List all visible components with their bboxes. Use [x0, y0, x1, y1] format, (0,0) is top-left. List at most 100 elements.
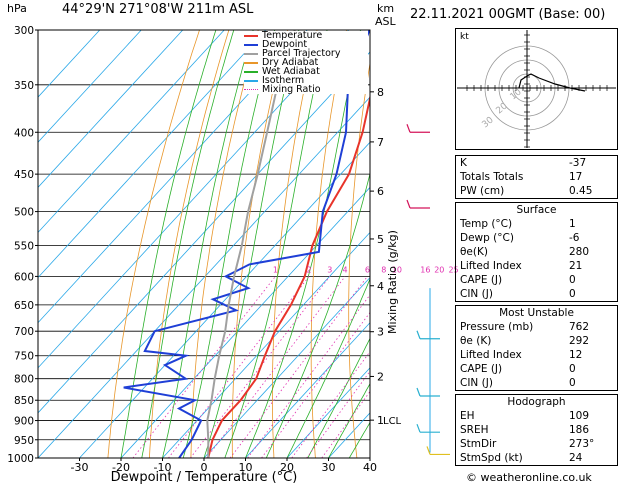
- mixing-ratio-axis-label: Mixing Ratio (g/kg): [386, 230, 399, 334]
- legend-item: Dry Adiabat: [244, 58, 368, 67]
- temperature-tick-label: -10: [154, 461, 172, 474]
- surface-box: Surface Temp (°C) 1 Dewp (°C) -6 θe(K) 280 …: [455, 202, 618, 302]
- isotherm-line: [38, 51, 370, 414]
- legend-swatch: [244, 79, 258, 82]
- legend-swatch: [244, 70, 258, 73]
- pressure-tick-label: 850: [14, 395, 34, 407]
- index-row: PW (cm) 0.45: [460, 185, 593, 197]
- mixing-ratio-label: 25: [448, 265, 458, 274]
- temperature-tick-label: 0: [201, 461, 208, 474]
- pressure-tick-label: 500: [14, 207, 34, 219]
- pressure-tick-label: 400: [14, 127, 34, 139]
- isotherm-line: [38, 30, 184, 188]
- wet-adiabat-line: [328, 382, 370, 458]
- pressure-tick-label: 600: [14, 271, 34, 283]
- mixing-ratio-line: [306, 370, 370, 458]
- legend-swatch: [244, 43, 258, 46]
- isotherm-line: [38, 30, 225, 234]
- hodograph-trace: [518, 73, 586, 92]
- mixing-ratio-line: [206, 276, 346, 458]
- mixing-ratio-line: [321, 390, 370, 458]
- pressure-tick-label: 950: [14, 435, 34, 447]
- dry-adiabat-line: [149, 30, 230, 458]
- isotherm-line: [245, 322, 370, 458]
- pressure-tick-label: 550: [14, 240, 34, 252]
- wind-barb-flag: [416, 330, 421, 339]
- dry-adiabat-line: [348, 60, 370, 458]
- km-tick-label: 4: [377, 280, 384, 293]
- index-row: Temp (°C) 1: [460, 218, 576, 230]
- datetime: 22.11.2021 00GMT (Base: 00): [410, 7, 606, 22]
- dry-adiabat-line: [231, 30, 289, 458]
- km-tick-label: 7: [377, 136, 384, 149]
- surface-title: Surface: [516, 204, 557, 216]
- most-unstable-box: Most Unstable Pressure (mb) 762 θe (K) 292…: [455, 305, 618, 391]
- pressure-tick-label: 800: [14, 374, 34, 386]
- mixing-ratio-line: [247, 294, 370, 458]
- dry-adiabat-line: [107, 30, 200, 458]
- pressure-tick-label: 750: [14, 351, 34, 363]
- legend-label: Isotherm: [262, 75, 305, 86]
- index-row: StmDir 273°: [460, 438, 595, 450]
- index-row: CIN (J) 0: [460, 377, 576, 389]
- wind-barb-flag: [406, 199, 411, 209]
- isotherm-line: [79, 141, 370, 458]
- wind-barb-flag: [416, 423, 421, 433]
- wet-adiabat-line: [120, 30, 217, 458]
- isotherm-line: [120, 186, 370, 458]
- km-tick-label: 2: [377, 370, 384, 383]
- km-tick-label: 8: [377, 86, 384, 99]
- index-row: Totals Totals 17: [460, 171, 583, 183]
- wind-barb-flag: [426, 446, 431, 455]
- legend-item: Isotherm: [244, 76, 368, 85]
- wet-adiabat-line: [162, 30, 254, 458]
- hpa-label: hPa: [7, 2, 27, 15]
- isotherm-line: [38, 30, 350, 369]
- pressure-tick-label: 900: [14, 416, 34, 428]
- pressure-tick-label: 450: [14, 169, 34, 181]
- legend-label: Dewpoint: [262, 39, 308, 50]
- index-row: Dewp (°C) -6: [460, 232, 580, 244]
- series-dewpoint: [123, 30, 370, 458]
- wet-adiabat-line: [245, 30, 361, 458]
- mixing-ratio-label: 1: [273, 265, 278, 274]
- km-tick-label: 1: [377, 414, 384, 427]
- series-temperature: [207, 93, 370, 458]
- dry-adiabat-line: [190, 30, 259, 458]
- temperature-tick-label: 40: [363, 461, 377, 474]
- index-row: Lifted Index 21: [460, 260, 583, 272]
- hodograph: kt 10 20 30: [455, 28, 618, 150]
- mixing-ratio-line: [261, 311, 370, 458]
- index-row: Lifted Index 12: [460, 349, 583, 361]
- legend-swatch: [244, 52, 258, 55]
- legend-item: Mixing Ratio: [244, 85, 368, 94]
- mixing-ratio-line: [291, 350, 370, 458]
- legend-label: Parcel Trajectory: [262, 48, 341, 59]
- hodograph-frame: [455, 28, 618, 150]
- legend-label: Dry Adiabat: [262, 57, 319, 68]
- index-row: θe(K) 280: [460, 246, 590, 258]
- mixing-ratio-label: 2: [306, 265, 311, 274]
- temperature-tick-label: 30: [322, 461, 336, 474]
- wet-adiabat-line: [307, 337, 370, 458]
- series-parcel-trajectory: [206, 30, 296, 458]
- mixing-ratio-label: 16: [420, 265, 430, 274]
- wind-barb-flag: [416, 387, 421, 397]
- index-row: EH 109: [460, 410, 590, 422]
- hodo-unit-label: kt: [460, 32, 469, 42]
- wet-adiabat-line: [286, 277, 370, 458]
- dry-adiabat-line: [271, 30, 318, 458]
- legend-item: Parcel Trajectory: [244, 49, 368, 58]
- mixing-ratio-label: 20: [434, 265, 444, 274]
- asl-label: ASL: [375, 15, 396, 28]
- wind-barb-flag: [406, 124, 411, 133]
- legend-swatch: [244, 34, 258, 37]
- pressure-tick-label: 1000: [7, 453, 34, 465]
- wet-adiabat-line: [265, 171, 370, 458]
- index-row: SREH 186: [460, 424, 590, 436]
- legend-item: Dewpoint: [244, 40, 368, 49]
- mixing-ratio-label: 8: [381, 265, 386, 274]
- isotherm-line: [38, 96, 370, 458]
- indices-panel: K -37 Totals Totals 17 PW (cm) 0.45 Surface…: [455, 155, 618, 469]
